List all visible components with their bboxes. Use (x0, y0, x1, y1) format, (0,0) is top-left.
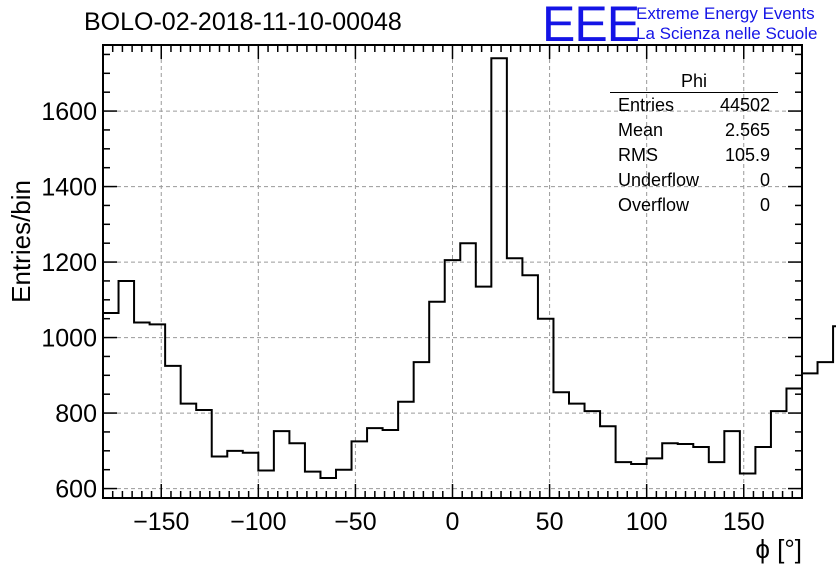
axis-tick-labels: −150 −100 −50 0 50 100 150 600 800 1000 1200 1400 16… (41, 98, 764, 536)
stats-row-rms: RMS 105.9 (610, 143, 778, 168)
stats-value: 0 (759, 195, 770, 215)
stats-label: RMS (618, 145, 658, 165)
y-tick-label: 800 (55, 400, 97, 428)
stats-value: 105.9 (724, 145, 770, 165)
stats-row-overflow: Overflow 0 (610, 193, 778, 218)
stats-value: 2.565 (724, 120, 770, 140)
y-tick-label: 1400 (41, 174, 97, 202)
axis-ticks (103, 45, 802, 498)
grid-lines (103, 45, 802, 498)
x-axis-title: ϕ [°] (755, 534, 802, 564)
x-tick-label: 0 (446, 508, 460, 536)
x-tick-label: 50 (536, 508, 564, 536)
logo-line-1: Extreme Energy Events (636, 4, 815, 23)
eee-logo: EEE (542, 0, 640, 52)
x-tick-label: 100 (626, 508, 668, 536)
y-tick-label: 1600 (41, 98, 97, 126)
y-tick-label: 1000 (41, 325, 97, 353)
stats-label: Mean (618, 120, 664, 140)
stats-row-underflow: Underflow 0 (610, 168, 778, 193)
stats-label: Underflow (618, 170, 700, 190)
stats-value: 0 (759, 170, 770, 190)
stats-value: 44502 (719, 95, 770, 115)
x-tick-label: −50 (334, 508, 376, 536)
y-tick-label: 600 (55, 476, 97, 504)
stats-label: Entries (618, 95, 675, 115)
y-tick-label: 1200 (41, 249, 97, 277)
stats-row-entries: Entries 44502 (610, 93, 778, 118)
y-axis-title: Entries/bin (6, 180, 36, 303)
histogram-line (103, 57, 836, 479)
x-tick-label: −150 (133, 508, 189, 536)
x-tick-label: −100 (230, 508, 286, 536)
logo-line-2: La Scienza nelle Scuole (636, 24, 818, 43)
x-tick-label: 150 (723, 508, 765, 536)
stats-title: Phi (610, 70, 778, 93)
stats-row-mean: Mean 2.565 (610, 118, 778, 143)
chart-title: BOLO-02-2018-11-10-00048 (84, 8, 402, 36)
stats-box: Phi Entries 44502 Mean 2.565 RMS 105.9 U… (610, 70, 778, 218)
stats-label: Overflow (618, 195, 690, 215)
